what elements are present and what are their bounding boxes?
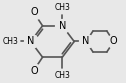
Text: O: O: [31, 66, 38, 76]
Text: O: O: [110, 37, 118, 46]
Text: N: N: [59, 21, 66, 31]
Text: CH3: CH3: [54, 71, 70, 80]
Text: N: N: [82, 37, 90, 46]
Text: O: O: [31, 7, 38, 17]
Text: CH3: CH3: [3, 37, 19, 46]
Text: N: N: [27, 37, 34, 46]
Text: CH3: CH3: [54, 3, 70, 12]
